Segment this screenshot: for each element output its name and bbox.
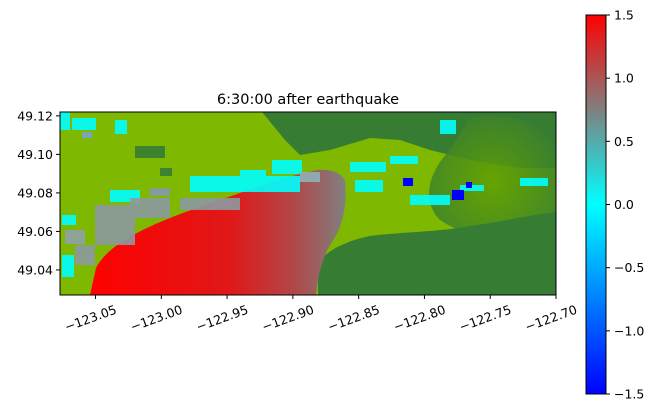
colorbar-tick-label: −1.5 — [614, 387, 644, 402]
y-tick-label: 49.04 — [17, 262, 53, 277]
deep-blue-cells — [403, 178, 472, 200]
y-tick-label: 49.06 — [17, 224, 53, 239]
x-tick-label: −122.80 — [391, 302, 447, 335]
heatmap-plot — [60, 112, 556, 295]
x-axis: −123.05 −123.00 −122.95 −122.90 −122.85 −122.… — [62, 295, 579, 334]
flooded-cells-gray — [75, 198, 240, 265]
colorbar-tick-label: 0.0 — [614, 197, 634, 212]
x-tick-label: −122.75 — [457, 302, 513, 335]
colorbar-tick-label: −0.5 — [614, 260, 644, 275]
chart-title: 6:30:00 after earthquake — [217, 92, 399, 108]
x-tick-label: −122.95 — [194, 302, 250, 335]
colorbar-tick-label: 1.0 — [614, 71, 634, 86]
y-tick-label: 49.12 — [17, 108, 53, 123]
colorbar-axis: −1.5 −1.0 −0.5 0.0 0.5 1.0 1.5 — [606, 8, 644, 402]
land-highland-east-hill — [429, 116, 556, 247]
colorbar-tick-label: −1.0 — [614, 323, 644, 338]
x-tick-label: −122.85 — [326, 302, 382, 335]
land-highland-southeast — [318, 212, 556, 295]
water-region — [90, 169, 346, 295]
colorbar-tick-label: 1.5 — [614, 8, 634, 23]
x-tick-label: −122.70 — [523, 302, 579, 335]
x-tick-label: −122.90 — [260, 302, 316, 335]
colorbar — [585, 14, 607, 395]
colorbar-tick-label: 0.5 — [614, 134, 634, 149]
y-tick-label: 49.08 — [17, 185, 53, 200]
flooded-cells — [60, 112, 548, 277]
y-axis: 49.04 49.06 49.08 49.10 49.12 — [17, 108, 60, 277]
dark-parcels — [135, 146, 172, 176]
plot-frame — [59, 111, 557, 296]
x-tick-label: −123.00 — [128, 302, 184, 335]
x-tick-label: −123.05 — [62, 302, 118, 335]
y-tick-label: 49.10 — [17, 147, 53, 162]
